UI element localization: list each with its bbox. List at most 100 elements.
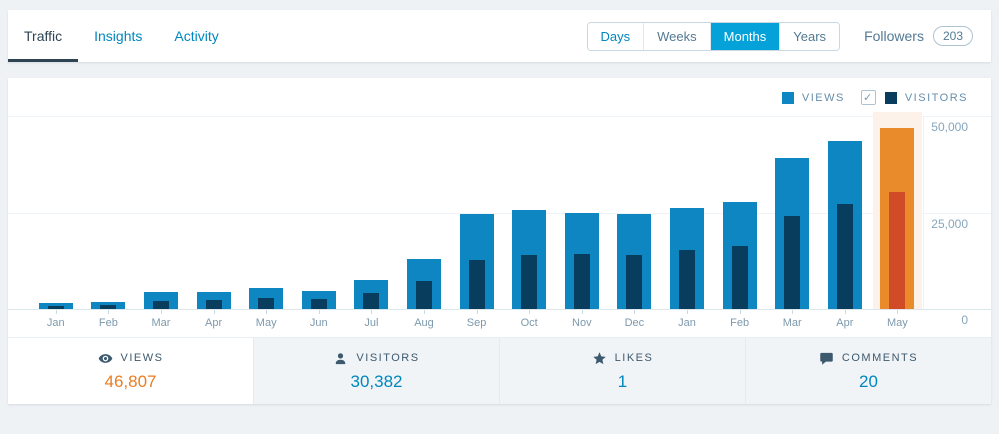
followers-count-badge: 203	[932, 26, 973, 46]
legend-visitors-label: VISITORS	[904, 91, 968, 104]
x-axis-label: Mar	[151, 317, 171, 329]
tab-traffic[interactable]: Traffic	[8, 10, 79, 62]
stat-label-text: COMMENTS	[841, 352, 919, 364]
x-axis-tick	[318, 310, 320, 314]
tab-insights[interactable]: Insights	[94, 28, 143, 44]
header-controls: Days Weeks Months Years Followers 203	[586, 10, 973, 62]
person-icon	[333, 351, 348, 366]
views-swatch-icon	[781, 91, 794, 104]
visitors-swatch-icon	[884, 91, 897, 104]
stat-tab-likes[interactable]: LIKES 1	[499, 338, 745, 404]
stat-label: VISITORS	[333, 351, 419, 366]
legend-visitors: ✓ VISITORS	[860, 90, 968, 105]
x-axis-label: Jan	[678, 317, 696, 329]
visitors-bar-feb-1[interactable]	[100, 305, 117, 309]
stat-label: LIKES	[592, 351, 654, 366]
stat-label-text: LIKES	[614, 352, 654, 364]
x-axis-label: Mar	[782, 317, 802, 329]
visitors-checkbox[interactable]: ✓	[860, 90, 876, 105]
stats-summary-row: VIEWS 46,807 VISITORS 30,382 LIKES 1 COMMENTS 2…	[8, 337, 991, 404]
visitors-bar-apr-3[interactable]	[205, 300, 222, 309]
stats-header: Traffic Insights Activity Days Weeks Months Y…	[8, 10, 991, 62]
followers-button[interactable]: Followers 203	[864, 26, 973, 46]
stats-nav-tabs: Traffic Insights Activity	[8, 10, 991, 62]
y-axis-label: 25,000	[931, 216, 968, 231]
x-axis-tick	[529, 310, 531, 314]
stat-value-visitors: 30,382	[350, 371, 403, 391]
x-axis-tick	[55, 310, 57, 314]
x-axis-label: Apr	[205, 317, 223, 329]
visitors-bar-nov-10[interactable]	[573, 254, 590, 309]
x-axis-tick	[424, 310, 425, 314]
stat-label: VIEWS	[98, 351, 164, 366]
chart-legend: VIEWS ✓ VISITORS	[781, 90, 968, 105]
x-axis-tick	[161, 310, 162, 314]
x-axis-label: Feb	[98, 317, 118, 329]
visitors-bar-may-16[interactable]	[889, 191, 906, 309]
visitors-bar-feb-13[interactable]	[731, 246, 748, 309]
visitors-bar-aug-7[interactable]	[416, 281, 432, 309]
visitors-bar-jan-0[interactable]	[47, 305, 64, 309]
x-axis-label: Oct	[520, 317, 538, 329]
visitors-bar-sep-8[interactable]	[468, 259, 485, 309]
x-axis-tick	[266, 310, 268, 314]
stat-tab-visitors[interactable]: VISITORS 30,382	[253, 338, 499, 404]
x-axis-tick	[844, 310, 846, 314]
stat-value-views: 46,807	[104, 371, 157, 391]
visitors-bar-mar-14[interactable]	[784, 215, 801, 309]
visitors-bar-mar-2[interactable]	[153, 300, 169, 309]
visitors-bar-apr-15[interactable]	[836, 204, 853, 309]
stat-tab-comments[interactable]: COMMENTS 20	[745, 338, 991, 404]
eye-icon	[98, 351, 113, 366]
legend-views: VIEWS	[781, 91, 845, 104]
stat-value-comments: 20	[859, 371, 878, 391]
x-axis-tick	[739, 310, 741, 314]
x-axis-tick	[476, 310, 478, 314]
x-axis-tick	[792, 310, 794, 314]
comment-icon	[819, 351, 834, 366]
stat-label: COMMENTS	[819, 351, 918, 366]
period-button-months[interactable]: Months	[709, 22, 780, 50]
traffic-bar-chart: 50,000 25,000 0 Jan Feb Mar Apr May Jun Jul Aug Sep…	[8, 78, 991, 337]
x-axis-label: Dec	[624, 317, 645, 329]
period-button-years[interactable]: Years	[779, 22, 840, 50]
gridline-0	[8, 309, 991, 310]
legend-views-label: VIEWS	[801, 91, 845, 104]
period-button-days[interactable]: Days	[587, 22, 644, 50]
followers-label: Followers	[864, 28, 924, 44]
visitors-bar-oct-9[interactable]	[521, 255, 538, 309]
x-axis-label: Nov	[572, 317, 592, 329]
visitors-bar-jan-12[interactable]	[679, 249, 695, 309]
stat-tab-views[interactable]: VIEWS 46,807	[8, 338, 253, 404]
x-axis-label: Jul	[364, 317, 379, 329]
x-axis-label: Feb	[730, 317, 750, 329]
x-axis-label: Sep	[466, 317, 487, 329]
stats-chart-card: VIEWS ✓ VISITORS 50,000 25,000 0 Jan Feb Mar A…	[8, 78, 991, 404]
visitors-bar-dec-11[interactable]	[626, 254, 643, 309]
x-axis-tick	[634, 310, 636, 314]
x-axis-label: Apr	[836, 317, 854, 329]
stat-label-text: VISITORS	[356, 352, 420, 364]
x-axis-tick	[213, 310, 215, 314]
visitors-bar-jun-5[interactable]	[310, 298, 327, 309]
x-axis-label: Jun	[309, 317, 328, 329]
x-axis-label: Jan	[46, 317, 65, 329]
gridline-25000	[8, 212, 991, 214]
visitors-bar-jul-6[interactable]	[363, 293, 380, 309]
visitors-bar-may-4[interactable]	[258, 298, 275, 309]
x-axis-label: May	[887, 317, 908, 329]
x-axis-tick	[687, 310, 688, 314]
x-axis-tick	[581, 310, 583, 314]
x-axis-tick	[897, 310, 899, 314]
x-axis-tick	[371, 310, 373, 314]
period-button-weeks[interactable]: Weeks	[643, 22, 710, 50]
stat-label-text: VIEWS	[120, 352, 164, 364]
x-axis-label: May	[255, 317, 277, 329]
x-axis-label: Aug	[414, 317, 434, 329]
tab-activity[interactable]: Activity	[174, 28, 219, 44]
star-icon	[592, 351, 607, 366]
y-axis-label: 50,000	[931, 120, 968, 134]
stat-value-likes: 1	[617, 371, 628, 391]
period-selector: Days Weeks Months Years	[586, 21, 841, 51]
y-axis-divider	[923, 116, 924, 309]
